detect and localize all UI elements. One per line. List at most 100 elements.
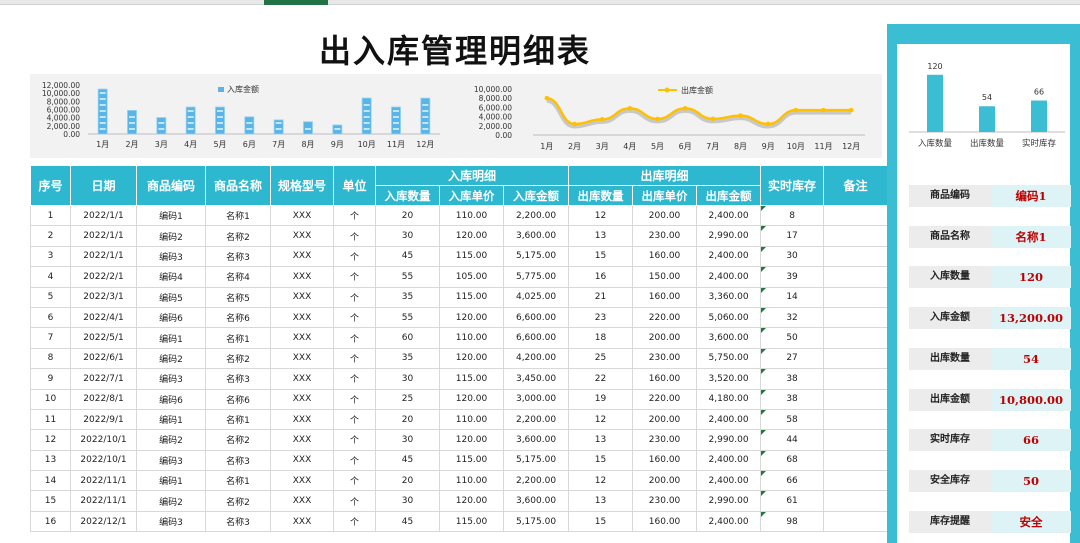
cell-in-amount[interactable]: 5,775.00 bbox=[503, 266, 570, 288]
cell-in-qty[interactable]: 35 bbox=[375, 287, 440, 308]
cell-code[interactable]: 编码6 bbox=[136, 307, 206, 329]
group-header-outbound[interactable]: 出库明细 bbox=[568, 165, 762, 186]
cell-name[interactable]: 名称1 bbox=[205, 409, 271, 431]
cell-date[interactable]: 2022/11/1 bbox=[70, 490, 137, 512]
cell-out-qty[interactable]: 13 bbox=[568, 490, 634, 512]
cell-spec[interactable]: XXX bbox=[270, 511, 334, 533]
cell-in-price[interactable]: 120.00 bbox=[439, 225, 504, 247]
cell-unit[interactable]: 个 bbox=[333, 368, 376, 390]
cell-seq[interactable]: 16 bbox=[30, 511, 71, 533]
cell-in-price[interactable]: 115.00 bbox=[439, 450, 504, 472]
cell-code[interactable]: 编码2 bbox=[136, 348, 206, 370]
cell-in-qty[interactable]: 35 bbox=[375, 348, 440, 370]
cell-out-amount[interactable]: 2,990.00 bbox=[696, 490, 762, 512]
cell-unit[interactable]: 个 bbox=[333, 225, 376, 247]
cell-code[interactable]: 编码1 bbox=[136, 470, 206, 492]
cell-code[interactable]: 编码3 bbox=[136, 246, 206, 268]
cell-in-price[interactable]: 110.00 bbox=[439, 409, 504, 431]
cell-seq[interactable]: 7 bbox=[30, 327, 71, 349]
cell-in-amount[interactable]: 3,600.00 bbox=[503, 225, 570, 247]
cell-spec[interactable]: XXX bbox=[270, 368, 334, 390]
cell-out-amount[interactable]: 4,180.00 bbox=[696, 389, 762, 410]
cell-out-amount[interactable]: 3,600.00 bbox=[696, 327, 762, 349]
cell-seq[interactable]: 1 bbox=[30, 205, 71, 227]
cell-out-price[interactable]: 220.00 bbox=[632, 307, 698, 329]
col-header-out-price[interactable]: 出库单价 bbox=[632, 185, 698, 206]
cell-code[interactable]: 编码3 bbox=[136, 511, 206, 533]
cell-note[interactable] bbox=[823, 470, 889, 492]
cell-spec[interactable]: XXX bbox=[270, 246, 334, 268]
cell-date[interactable]: 2022/10/1 bbox=[70, 429, 137, 451]
cell-in-qty[interactable]: 55 bbox=[375, 266, 440, 288]
cell-note[interactable] bbox=[823, 287, 889, 308]
cell-out-amount[interactable]: 2,400.00 bbox=[696, 205, 762, 227]
cell-code[interactable]: 编码4 bbox=[136, 266, 206, 288]
col-header-code[interactable]: 商品编码 bbox=[136, 165, 206, 206]
cell-name[interactable]: 名称2 bbox=[205, 429, 271, 451]
cell-code[interactable]: 编码1 bbox=[136, 327, 206, 349]
cell-name[interactable]: 名称3 bbox=[205, 368, 271, 390]
cell-out-qty[interactable]: 23 bbox=[568, 307, 634, 329]
cell-stock[interactable]: 44 bbox=[760, 429, 825, 451]
cell-in-amount[interactable]: 3,450.00 bbox=[503, 368, 570, 390]
cell-name[interactable]: 名称2 bbox=[205, 348, 271, 370]
cell-date[interactable]: 2022/6/1 bbox=[70, 348, 137, 370]
cell-name[interactable]: 名称3 bbox=[205, 511, 271, 533]
cell-in-amount[interactable]: 5,175.00 bbox=[503, 450, 570, 472]
cell-in-qty[interactable]: 30 bbox=[375, 368, 440, 390]
cell-seq[interactable]: 4 bbox=[30, 266, 71, 288]
col-header-out-amount[interactable]: 出库金额 bbox=[696, 185, 762, 206]
cell-seq[interactable]: 10 bbox=[30, 389, 71, 410]
cell-note[interactable] bbox=[823, 450, 889, 472]
cell-note[interactable] bbox=[823, 225, 889, 247]
cell-in-amount[interactable]: 5,175.00 bbox=[503, 246, 570, 268]
cell-out-amount[interactable]: 3,360.00 bbox=[696, 287, 762, 308]
cell-date[interactable]: 2022/11/1 bbox=[70, 470, 137, 492]
cell-note[interactable] bbox=[823, 490, 889, 512]
cell-out-price[interactable]: 230.00 bbox=[632, 490, 698, 512]
cell-in-price[interactable]: 115.00 bbox=[439, 368, 504, 390]
kpi-value[interactable]: 66 bbox=[991, 429, 1071, 452]
cell-in-qty[interactable]: 45 bbox=[375, 450, 440, 472]
cell-seq[interactable]: 2 bbox=[30, 225, 71, 247]
col-header-name[interactable]: 商品名称 bbox=[205, 165, 271, 206]
cell-code[interactable]: 编码2 bbox=[136, 490, 206, 512]
cell-in-price[interactable]: 120.00 bbox=[439, 389, 504, 410]
cell-note[interactable] bbox=[823, 389, 889, 410]
cell-note[interactable] bbox=[823, 307, 889, 329]
cell-stock[interactable]: 17 bbox=[760, 225, 825, 247]
cell-in-qty[interactable]: 30 bbox=[375, 429, 440, 451]
cell-stock[interactable]: 68 bbox=[760, 450, 825, 472]
cell-unit[interactable]: 个 bbox=[333, 450, 376, 472]
cell-unit[interactable]: 个 bbox=[333, 470, 376, 492]
cell-seq[interactable]: 5 bbox=[30, 287, 71, 308]
cell-unit[interactable]: 个 bbox=[333, 205, 376, 227]
cell-in-qty[interactable]: 55 bbox=[375, 307, 440, 329]
cell-out-price[interactable]: 200.00 bbox=[632, 205, 698, 227]
cell-out-price[interactable]: 230.00 bbox=[632, 225, 698, 247]
cell-date[interactable]: 2022/5/1 bbox=[70, 327, 137, 349]
cell-in-price[interactable]: 115.00 bbox=[439, 287, 504, 308]
cell-date[interactable]: 2022/1/1 bbox=[70, 225, 137, 247]
cell-in-amount[interactable]: 6,600.00 bbox=[503, 327, 570, 349]
cell-spec[interactable]: XXX bbox=[270, 470, 334, 492]
cell-in-price[interactable]: 120.00 bbox=[439, 429, 504, 451]
cell-out-qty[interactable]: 12 bbox=[568, 409, 634, 431]
cell-stock[interactable]: 14 bbox=[760, 287, 825, 308]
cell-in-amount[interactable]: 3,600.00 bbox=[503, 429, 570, 451]
cell-unit[interactable]: 个 bbox=[333, 307, 376, 329]
cell-in-price[interactable]: 120.00 bbox=[439, 348, 504, 370]
cell-in-qty[interactable]: 20 bbox=[375, 409, 440, 431]
cell-spec[interactable]: XXX bbox=[270, 450, 334, 472]
cell-out-qty[interactable]: 16 bbox=[568, 266, 634, 288]
col-header-in-price[interactable]: 入库单价 bbox=[439, 185, 504, 206]
cell-in-price[interactable]: 120.00 bbox=[439, 307, 504, 329]
cell-in-qty[interactable]: 30 bbox=[375, 225, 440, 247]
cell-stock[interactable]: 98 bbox=[760, 511, 825, 533]
cell-out-amount[interactable]: 2,400.00 bbox=[696, 409, 762, 431]
cell-out-price[interactable]: 200.00 bbox=[632, 327, 698, 349]
outbound-amount-chart[interactable]: 10,000.008,000.006,000.004,000.002,000.0… bbox=[445, 74, 870, 158]
cell-out-amount[interactable]: 2,400.00 bbox=[696, 246, 762, 268]
group-header-inbound[interactable]: 入库明细 bbox=[374, 165, 570, 186]
cell-out-price[interactable]: 200.00 bbox=[632, 409, 698, 431]
